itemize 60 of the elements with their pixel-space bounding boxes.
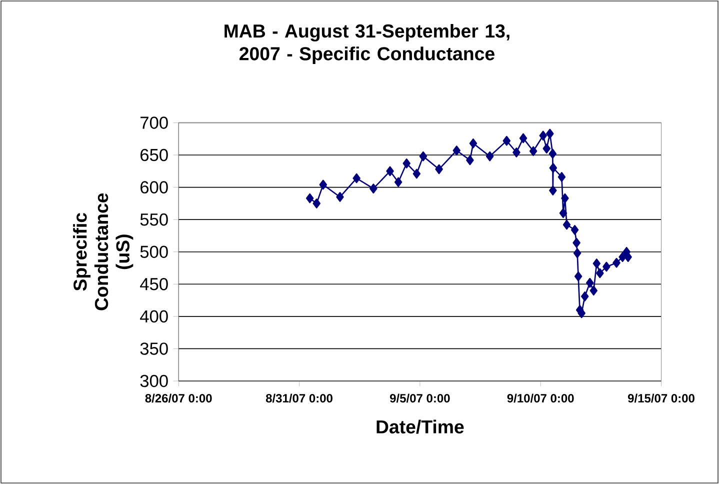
y-tick-label: 450 <box>140 278 168 290</box>
point <box>592 258 601 268</box>
point <box>312 198 320 208</box>
point <box>386 166 394 176</box>
point <box>549 186 557 196</box>
point <box>512 147 520 158</box>
point <box>306 193 314 204</box>
point <box>580 291 589 302</box>
point <box>486 151 494 162</box>
y-tick-label: 650 <box>140 148 168 162</box>
point <box>402 158 410 168</box>
point <box>466 155 474 166</box>
point <box>319 180 328 190</box>
point <box>559 208 568 218</box>
point <box>548 148 557 159</box>
y-tick-label: 300 <box>140 374 168 388</box>
point <box>596 268 604 278</box>
x-tick-label: 8/31/07 0:00 <box>266 394 332 403</box>
chart-title: MAB - August 31-September 13, 2007 - Specific Conductance <box>224 24 510 64</box>
point <box>419 151 428 162</box>
point <box>573 248 582 258</box>
point <box>370 184 378 194</box>
x-tick-label: 8/26/07 0:00 <box>145 394 212 403</box>
point <box>394 177 402 188</box>
point <box>529 146 538 156</box>
x-tick-label: 9/15/07 0:00 <box>628 394 694 403</box>
point <box>336 192 344 202</box>
y-tick-label: 550 <box>140 213 168 226</box>
x-tick-label: 9/10/07 0:00 <box>507 394 574 403</box>
point <box>519 133 528 144</box>
y-tick-label: 500 <box>140 246 168 258</box>
point <box>546 128 554 139</box>
point <box>558 172 566 182</box>
x-tick-label: 9/5/07 0:00 <box>390 394 450 403</box>
y-tick-label: 600 <box>140 181 168 194</box>
point <box>549 162 558 173</box>
y-tick-label: 700 <box>140 116 168 129</box>
point <box>624 252 632 262</box>
y-axis-title: Sprecific Conductance (uS) <box>73 193 134 310</box>
point <box>435 164 443 174</box>
point <box>602 262 610 272</box>
point <box>412 168 421 179</box>
point <box>469 138 478 148</box>
point <box>542 144 551 154</box>
point <box>452 146 461 156</box>
point <box>502 136 511 146</box>
y-tick-label: 350 <box>140 342 168 355</box>
y-tick-label: 400 <box>140 310 168 323</box>
point <box>572 238 580 248</box>
x-axis-title: Date/Time <box>376 420 464 434</box>
point <box>570 224 579 235</box>
point <box>562 220 571 230</box>
point <box>352 173 360 184</box>
point <box>586 278 594 288</box>
point <box>590 286 598 296</box>
point <box>612 258 620 268</box>
point <box>618 252 626 262</box>
point <box>561 193 569 204</box>
point <box>539 130 547 141</box>
point <box>574 271 582 282</box>
